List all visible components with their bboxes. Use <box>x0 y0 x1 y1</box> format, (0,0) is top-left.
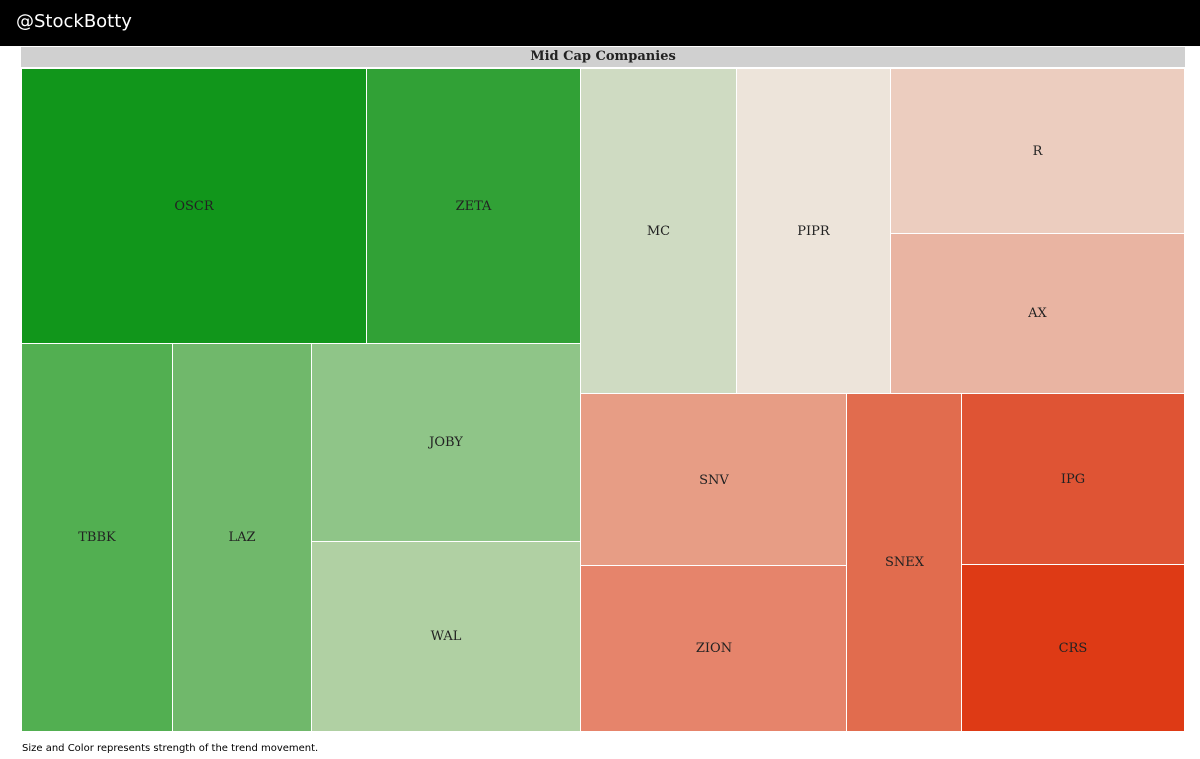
tile-label: WAL <box>430 629 462 644</box>
footnote: Size and Color represents strength of th… <box>22 743 319 754</box>
tile-mc: MC <box>580 68 737 394</box>
tile-label: JOBY <box>429 435 463 450</box>
tile-tbbk: TBBK <box>21 343 173 732</box>
tile-ax: AX <box>890 233 1185 394</box>
tile-r: R <box>890 68 1185 234</box>
tile-snex: SNEX <box>846 393 963 732</box>
tile-zeta: ZETA <box>366 68 581 344</box>
tile-label: ZETA <box>455 198 492 214</box>
tile-crs: CRS <box>961 564 1185 732</box>
tile-label: AX <box>1028 306 1047 321</box>
tile-label: R <box>1032 143 1043 159</box>
tile-pipr: PIPR <box>736 68 891 394</box>
tile-label: OSCR <box>174 198 214 214</box>
tile-laz: LAZ <box>172 343 312 732</box>
tile-ipg: IPG <box>961 393 1185 565</box>
tile-label: CRS <box>1058 640 1088 656</box>
tile-oscr: OSCR <box>21 68 367 344</box>
tile-snv: SNV <box>580 393 848 567</box>
tile-joby: JOBY <box>311 343 581 542</box>
tile-label: SNEX <box>884 555 925 570</box>
tile-label: IPG <box>1060 471 1086 487</box>
tile-label: ZION <box>695 641 733 656</box>
tile-zion: ZION <box>580 565 848 732</box>
tile-label: PIPR <box>797 223 830 239</box>
tile-label: TBBK <box>78 530 116 545</box>
tile-label: MC <box>646 223 671 239</box>
top-bar: @StockBotty <box>0 0 1200 46</box>
chart-title: Mid Cap Companies <box>21 47 1185 67</box>
tile-label: SNV <box>699 472 729 488</box>
treemap: OSCR ZETA MC PIPR R AX TBBK LAZ JOBY WAL SNV ZION SN… <box>21 68 1185 732</box>
tile-wal: WAL <box>311 541 581 732</box>
tile-label: LAZ <box>228 530 256 545</box>
brand-handle: @StockBotty <box>16 11 132 32</box>
